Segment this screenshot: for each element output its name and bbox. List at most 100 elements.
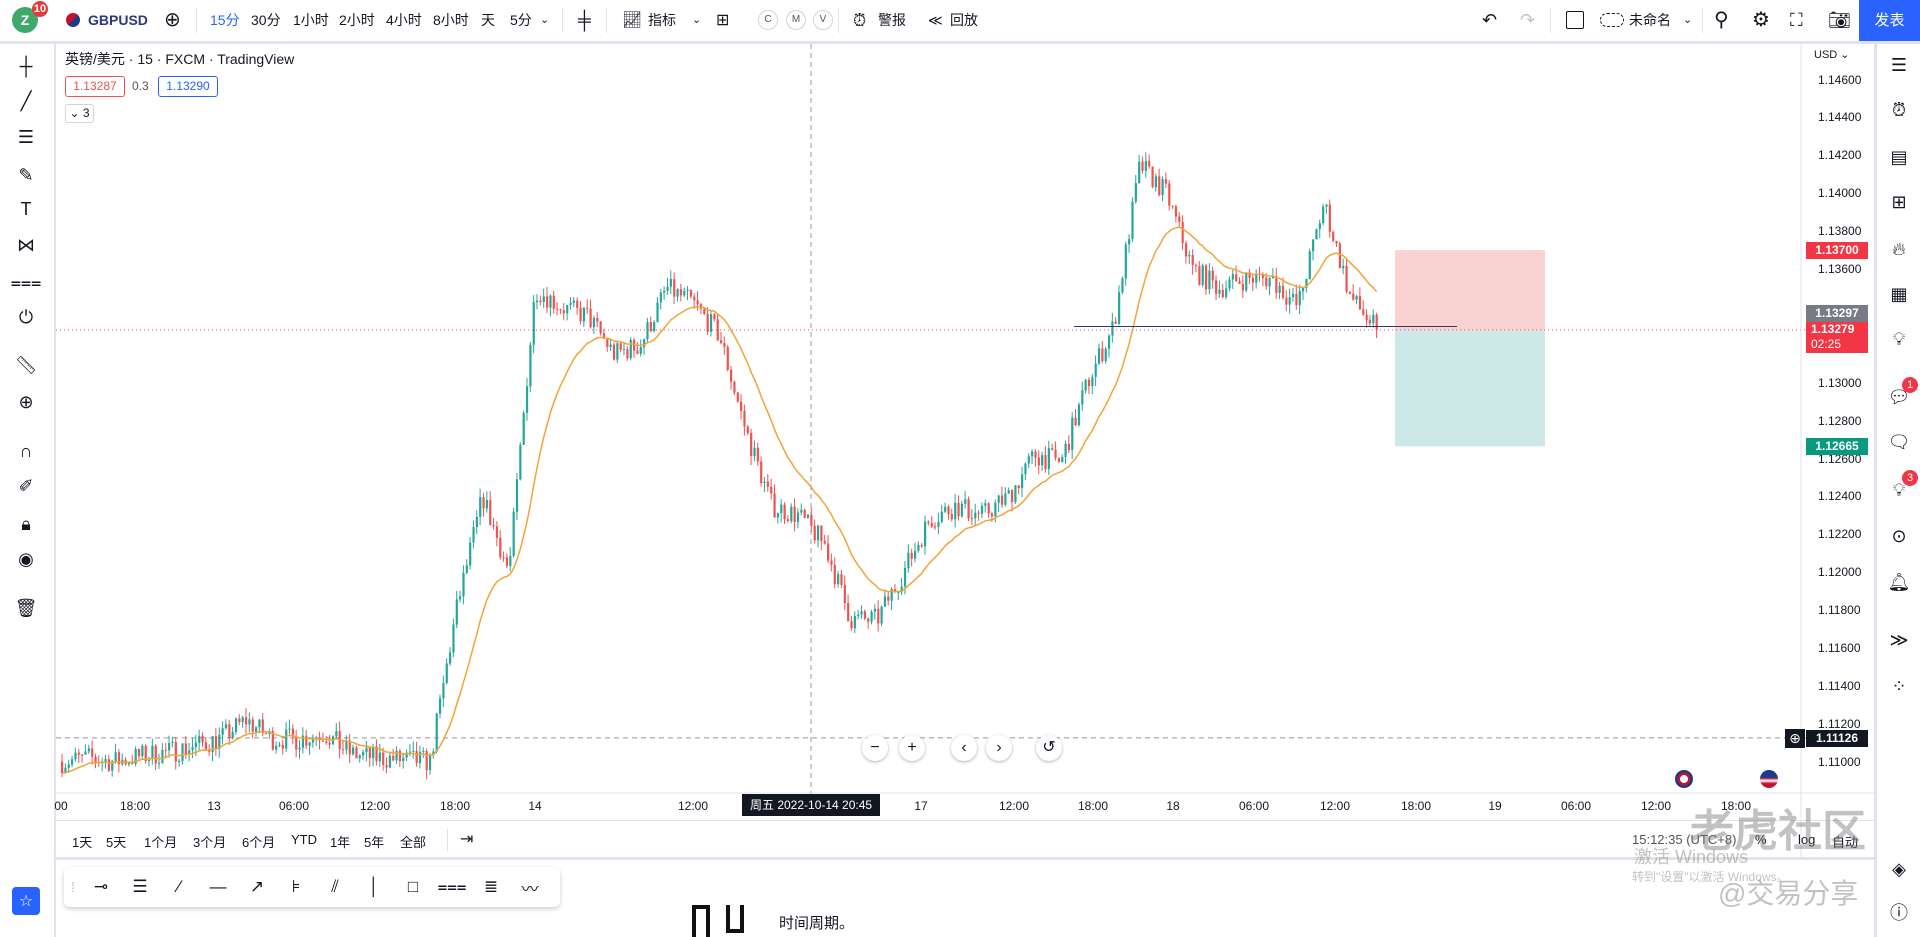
range-7[interactable]: 5年 (364, 835, 385, 850)
calendar-icon[interactable]: ▦ (1890, 283, 1908, 304)
fib-channel-icon[interactable]: ≣ (483, 877, 499, 896)
parallel-channel-icon[interactable]: ☰ (132, 877, 148, 896)
timezone-clock[interactable]: 15:12:35 (UTC+8) (1632, 832, 1737, 847)
scroll-left-button[interactable]: ‹ (951, 735, 977, 761)
interval-0[interactable]: 15分 (210, 12, 240, 28)
help-icon[interactable]: ⓘ (1890, 903, 1908, 923)
zoom-in-button[interactable]: + (899, 735, 925, 761)
compare-v-button[interactable]: V (813, 10, 833, 30)
currency-selector[interactable]: USD ⌄ (1814, 49, 1850, 61)
zoom-in-icon[interactable]: ⊕ (18, 391, 34, 412)
replay-icon[interactable]: ≪ (928, 12, 943, 28)
fib-extension-icon[interactable]: ⩶ (437, 877, 467, 896)
ideas-stream-icon[interactable]: 💡︎ 3 (1884, 470, 1918, 505)
publish-button[interactable]: 发表 (1859, 0, 1920, 41)
add-symbol-button[interactable]: ⊕ (164, 9, 181, 31)
crosshair-icon[interactable]: ┼ (19, 55, 33, 76)
range-5[interactable]: YTD (291, 832, 317, 847)
range-3[interactable]: 3个月 (193, 835, 227, 850)
chat-icon[interactable]: 💬︎ 1 (1884, 377, 1918, 412)
lock-icon[interactable]: 🔒︎ (21, 513, 31, 534)
rectangle-icon[interactable]: □ (407, 877, 419, 896)
magnet-icon[interactable]: ∩ (19, 440, 33, 461)
range-1[interactable]: 5天 (106, 835, 127, 850)
ask-price-button[interactable]: 1.13290 (158, 76, 218, 97)
fib-retracement-icon[interactable]: ☰ (17, 126, 35, 147)
more-icon[interactable]: ⁘ (1891, 675, 1907, 696)
arrow-line-icon[interactable]: ↗ (249, 877, 265, 896)
drag-handle-icon[interactable]: ⁞ (71, 879, 75, 895)
layout-chevron-icon[interactable]: ⌄ (1683, 14, 1693, 26)
indicators-collapse-button[interactable]: ⌄ 3 (65, 104, 94, 123)
undo-icon[interactable]: ↶ (1482, 10, 1498, 30)
alarm-icon[interactable]: ⏰︎ (1891, 99, 1907, 120)
log-scale-toggle[interactable]: log (1798, 832, 1816, 847)
star-favorites-icon[interactable]: ☆ (12, 887, 40, 915)
message-icon[interactable]: 🗨︎ (1887, 431, 1911, 452)
search-icon[interactable]: ⚲ (1714, 9, 1729, 31)
uk-event-flag-icon[interactable] (1675, 770, 1693, 788)
camera-icon[interactable]: 📷︎ (1828, 10, 1851, 30)
zoom-out-button[interactable]: − (862, 735, 888, 761)
scroll-right-button[interactable]: › (986, 735, 1012, 761)
interval-4[interactable]: 4小时 (386, 12, 422, 28)
notification-bell-icon[interactable]: 🔔︎ (1887, 571, 1911, 592)
interval-6[interactable]: 天 (481, 12, 495, 28)
us-event-flag-icon[interactable] (1760, 770, 1778, 788)
pattern-icon[interactable]: ⋈ (17, 234, 35, 255)
long-position-icon[interactable]: ⊧ (291, 877, 301, 896)
collapse-icon[interactable]: ≫ (1889, 629, 1909, 650)
trend-line-icon[interactable]: ⁄ (177, 877, 181, 896)
horizontal-line-icon[interactable]: — (209, 877, 227, 896)
symbol-search[interactable]: GBPUSD (88, 12, 148, 28)
brush-icon[interactable]: ✎ (18, 164, 34, 185)
redo-icon[interactable]: ↷ (1520, 10, 1536, 30)
percent-scale-toggle[interactable]: % (1755, 832, 1767, 847)
interval-dropdown-chevron-icon[interactable]: ⌄ (540, 14, 550, 26)
add-list-icon[interactable]: ⊞ (1891, 191, 1907, 212)
layout-name[interactable]: 未命名 (1629, 12, 1671, 28)
lock-drawing-icon[interactable]: ✐ (18, 475, 34, 496)
eye-icon[interactable]: ◉ (18, 548, 34, 569)
bid-price-button[interactable]: 1.13287 (65, 76, 125, 97)
news-icon[interactable]: ▤ (1890, 146, 1908, 167)
gear-icon[interactable]: ⚙ (1752, 9, 1770, 31)
price-chart[interactable] (56, 44, 1874, 857)
power-icon[interactable]: ⏻ (18, 306, 34, 327)
chart-panel[interactable] (56, 44, 1874, 857)
interval-2[interactable]: 1小时 (293, 12, 329, 28)
horizontal-ray-icon[interactable]: ⊸ (93, 877, 109, 896)
vertical-line-icon[interactable]: │ (368, 877, 380, 896)
indicators-icon[interactable]: 📈︎ (622, 12, 643, 29)
candle-type-icon[interactable]: ╪ (578, 10, 591, 30)
range-2[interactable]: 1个月 (144, 835, 178, 850)
select-rectangle-icon[interactable] (1566, 11, 1584, 29)
fullscreen-icon[interactable]: ⛶ (1790, 10, 1803, 30)
replay-button[interactable]: 回放 (950, 12, 978, 28)
interval-7[interactable]: 5分 (510, 12, 532, 28)
ruler-icon[interactable]: 📏︎ (14, 354, 38, 375)
alarm-icon[interactable]: ⏰︎ (853, 11, 867, 30)
prediction-icon[interactable]: ⩶ (10, 271, 42, 292)
interval-5[interactable]: 8小时 (433, 12, 469, 28)
range-0[interactable]: 1天 (72, 835, 93, 850)
alert-button[interactable]: 警报 (878, 12, 906, 28)
range-4[interactable]: 6个月 (242, 835, 276, 850)
interval-3[interactable]: 2小时 (339, 12, 375, 28)
idea-lightbulb-icon[interactable]: 💡︎ (1892, 328, 1906, 349)
text-icon[interactable]: T (20, 198, 32, 219)
add-alert-plus-button[interactable]: ⊕ (1785, 729, 1805, 748)
trash-icon[interactable]: 🗑︎ (14, 597, 38, 618)
parallel-lines-icon[interactable]: ⫽ (331, 877, 339, 896)
interval-1[interactable]: 30分 (251, 12, 281, 28)
trend-line-icon[interactable]: ╱ (20, 90, 32, 111)
reset-chart-button[interactable]: ↺ (1036, 735, 1062, 761)
indicators-button[interactable]: 指标 (648, 12, 676, 28)
compare-m-button[interactable]: M (786, 10, 806, 30)
layers-icon[interactable]: ◈ (1892, 858, 1906, 879)
hot-icon[interactable]: 🔥︎ (1892, 238, 1906, 259)
auto-scale-toggle[interactable]: 自动 (1832, 835, 1859, 850)
layout-grid-icon[interactable]: ⊞ (716, 12, 730, 29)
range-8[interactable]: 全部 (400, 835, 427, 850)
range-6[interactable]: 1年 (330, 835, 351, 850)
